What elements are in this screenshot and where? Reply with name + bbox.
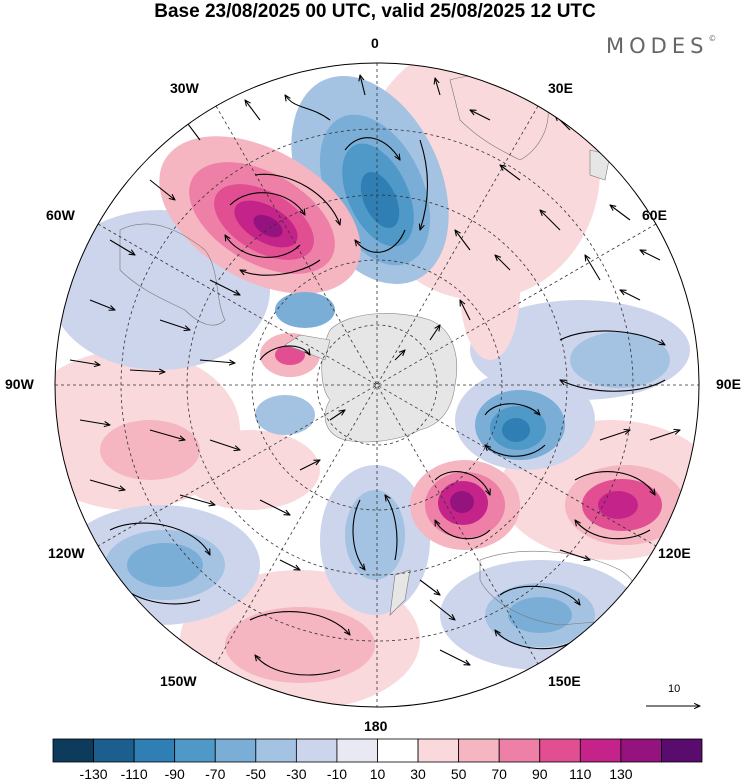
colorbar-tick-label: 30 (410, 766, 426, 782)
colorbar-tick-label: -30 (286, 766, 307, 782)
colorbar-swatch (295, 738, 338, 763)
anomaly-pos-mid (460, 220, 520, 360)
lon-label-right-upper: 60E (642, 207, 667, 223)
colorbar-tick-label: -10 (326, 766, 348, 782)
antarctic-peninsula (284, 334, 331, 361)
anomaly-neg-mid (508, 597, 572, 633)
colorbar-swatch (336, 738, 378, 763)
colorbar-tick-label: -70 (205, 766, 226, 782)
map-boundary (54, 62, 700, 708)
colorbar-swatch (620, 738, 662, 763)
lon-label-left-upper: 60W (46, 207, 75, 223)
anomaly-pos-mid (225, 607, 375, 683)
colorbar-tick-label: -90 (164, 766, 185, 782)
lon-label-top-left: 30W (170, 80, 199, 96)
lon-label-left: 90W (5, 376, 34, 392)
anomaly-neg-mid (275, 292, 335, 328)
colorbar-swatch (174, 738, 216, 763)
colorbar-tick-label: 10 (369, 766, 386, 782)
anomaly-neg-strong (502, 418, 530, 442)
anomaly-neg-mid (570, 332, 670, 388)
colorbar-tick-label: -110 (120, 766, 148, 782)
colorbar-swatch (661, 738, 703, 763)
colorbar-swatch (539, 738, 581, 763)
colorbar-tick-label: 130 (609, 766, 633, 782)
new-zealand-land (389, 569, 411, 616)
south-america-land (119, 223, 226, 326)
brand-mark: © (708, 34, 717, 43)
anomaly-pos-strong (450, 491, 474, 513)
brand-name: MODES (606, 34, 709, 58)
anomaly-neg-strong (360, 171, 400, 229)
anomaly-pos-strong (275, 345, 305, 365)
lon-label-right: 90E (716, 376, 741, 392)
lon-label-top: 0 (371, 35, 379, 51)
lon-label-right-lower: 120E (658, 545, 691, 561)
graticule (55, 63, 699, 707)
anomaly-neg-mid (345, 490, 405, 580)
colorbar-swatch (377, 738, 419, 763)
lon-label-left-lower: 120W (48, 545, 85, 561)
brand-logo: MODES© (606, 34, 716, 58)
anomaly-neg-weak (255, 395, 315, 435)
anomaly-pos-mid (100, 420, 200, 480)
colorbar-swatch (417, 738, 460, 763)
colorbar-tick-label: 50 (450, 766, 467, 782)
colorbar-swatch (458, 738, 500, 763)
colorbar-swatch (579, 738, 622, 763)
lon-label-bottom: 180 (364, 718, 388, 734)
colorbar-swatch (93, 738, 135, 763)
map-title: Base 23/08/2025 00 UTC, valid 25/08/2025… (154, 1, 596, 22)
colorbar-tick-label: -130 (79, 766, 108, 782)
colorbar-tick-label: 110 (569, 766, 592, 782)
colorbar-tick-label: 90 (531, 766, 548, 782)
lon-label-bottom-right: 150E (548, 673, 581, 689)
colorbar-tick-label: 70 (491, 766, 507, 782)
colorbar-tick-label: -50 (245, 766, 266, 782)
lon-label-top-right: 30E (548, 80, 573, 96)
anomaly-field (55, 63, 699, 707)
colorbar-swatch (52, 738, 94, 763)
colorbar-swatch (214, 738, 257, 763)
colorbar (52, 738, 703, 763)
anomaly-pos-strong (598, 491, 638, 519)
reference-vector-label: 10 (668, 683, 681, 695)
lon-label-bottom-left: 150W (160, 673, 197, 689)
anomaly-neg-mid (127, 543, 203, 587)
colorbar-swatch (255, 738, 297, 763)
colorbar-swatch (498, 738, 541, 763)
anomaly-pos-weak (180, 430, 320, 510)
colorbar-swatch (133, 738, 176, 763)
anomaly-pos-strong (253, 214, 283, 238)
